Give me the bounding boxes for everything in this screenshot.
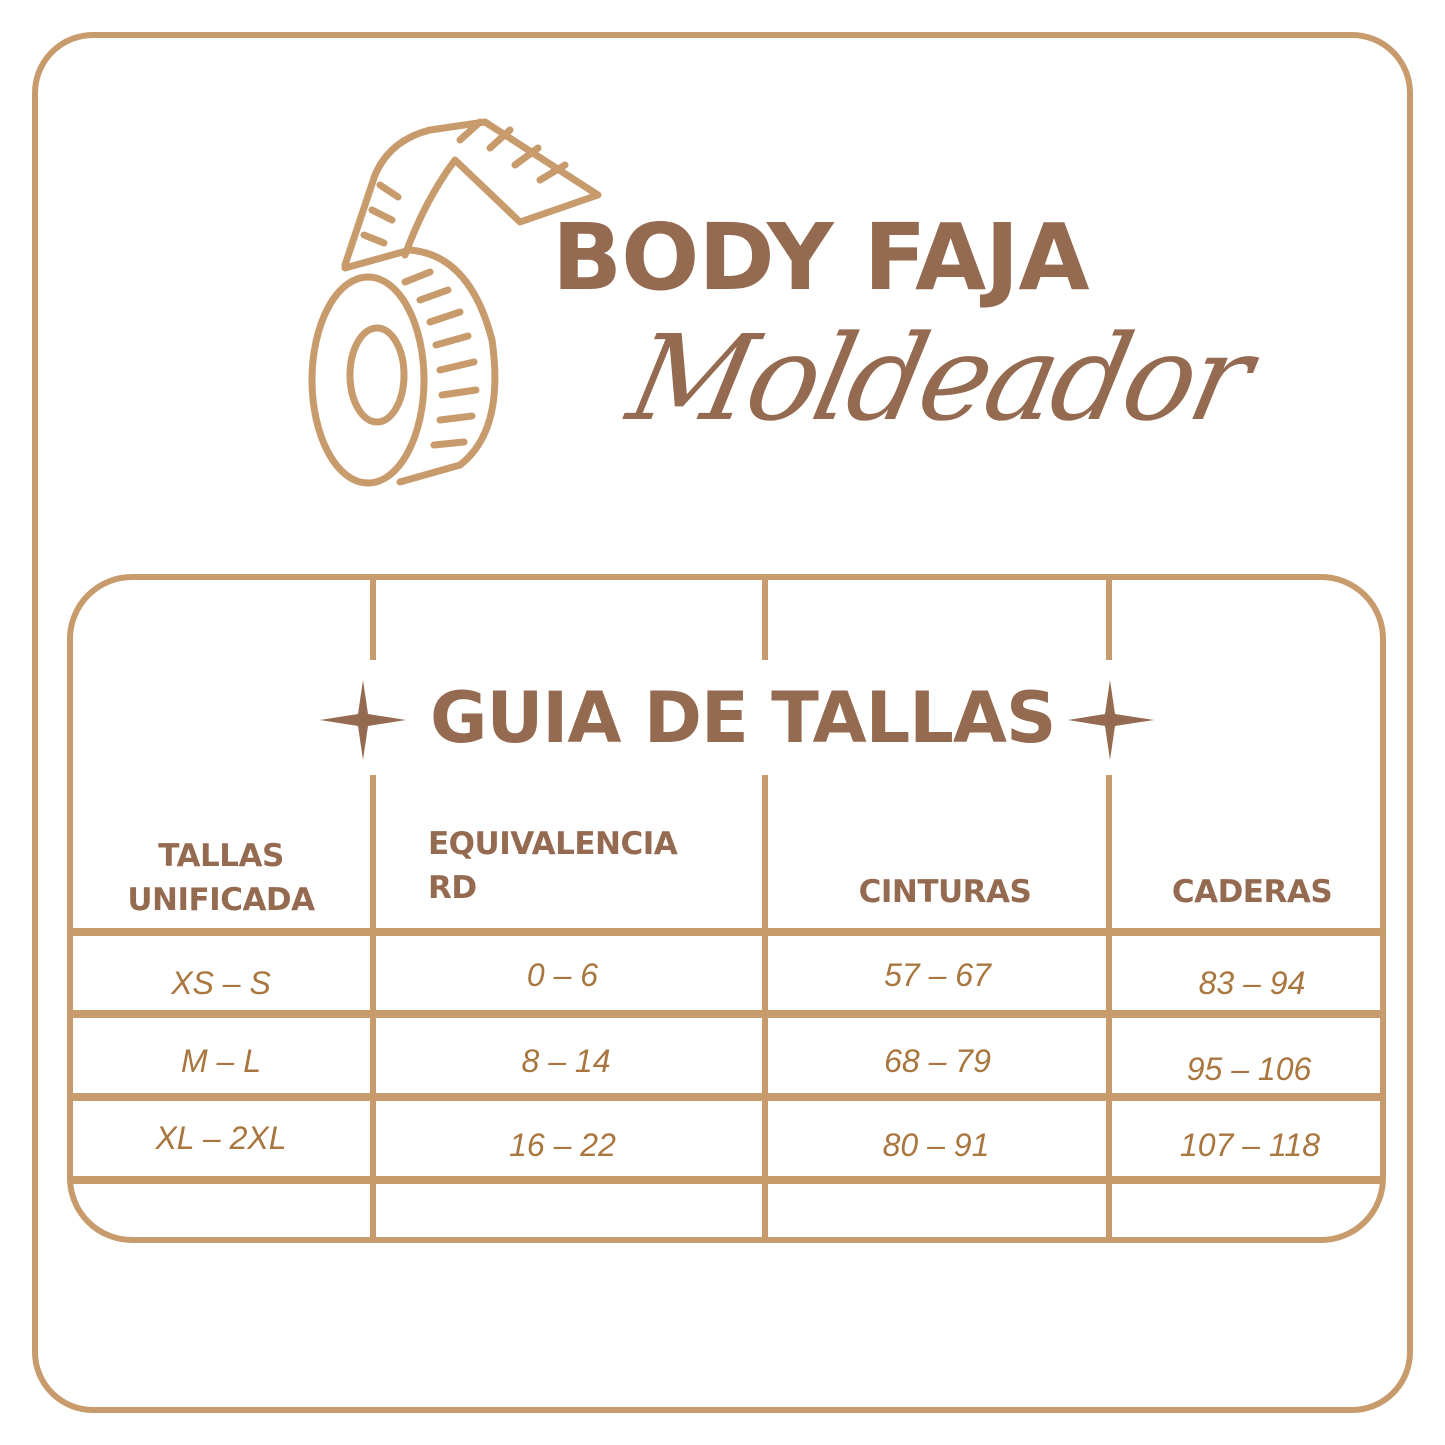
outer-border — [32, 32, 1413, 1413]
header-line: UNIFICADA — [127, 882, 315, 918]
header-tallas-unificada: TALLAS UNIFICADA — [76, 834, 366, 922]
header-cinturas: CINTURAS — [858, 874, 1032, 910]
header-line: TALLAS — [158, 838, 284, 874]
header-caderas: CADERAS — [1171, 874, 1333, 910]
table-cell: XL – 2XL — [155, 1120, 287, 1156]
table-cell: 83 – 94 — [1198, 965, 1306, 1001]
table-title: GUIA DE TALLAS — [430, 677, 1056, 759]
table-cell: 107 – 118 — [1180, 1127, 1320, 1163]
brand-name: BODY FAJA — [552, 204, 1090, 311]
table-cell: 8 – 14 — [521, 1043, 611, 1079]
table-cell: 95 – 106 — [1186, 1051, 1312, 1087]
table-cell: 80 – 91 — [882, 1127, 990, 1163]
table-cell: 0 – 6 — [526, 957, 599, 993]
table-cell: M – L — [180, 1043, 262, 1079]
table-cell: XS – S — [171, 965, 271, 1001]
table-cell: 16 – 22 — [509, 1127, 616, 1163]
header-line: RD — [428, 870, 477, 906]
table-row-dividers — [73, 928, 1380, 1184]
table-cell: 68 – 79 — [884, 1043, 991, 1079]
table-grid — [370, 577, 1112, 1240]
tape-measure-icon — [308, 118, 602, 487]
table-cell: 57 – 67 — [884, 957, 991, 993]
header-line: EQUIVALENCIA — [428, 826, 678, 862]
table-border — [67, 574, 1386, 1243]
header-equivalencia-rd: EQUIVALENCIA RD — [428, 822, 678, 910]
sparkle-icon — [320, 680, 1154, 760]
brand-tagline: Moldeador — [618, 309, 1260, 447]
